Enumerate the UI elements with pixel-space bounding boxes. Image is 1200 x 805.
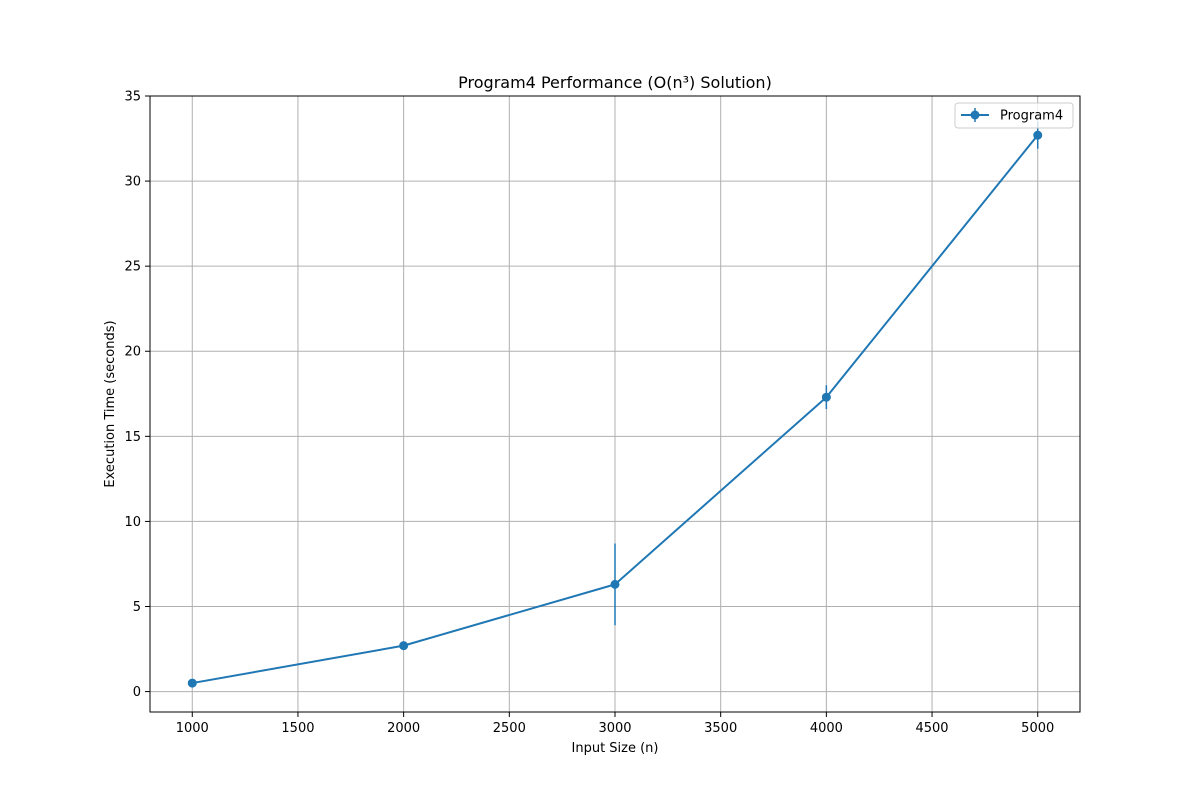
x-tick-label: 4000 — [810, 721, 843, 736]
x-tick-label: 1500 — [281, 721, 314, 736]
x-axis-label: Input Size (n) — [572, 741, 659, 756]
data-point — [187, 678, 197, 688]
legend-marker-sample — [970, 110, 980, 120]
y-axis-label: Execution Time (seconds) — [103, 320, 118, 487]
x-tick-label: 4500 — [915, 721, 948, 736]
y-tick-label: 15 — [124, 430, 141, 445]
ticks-layer: 1000 1500 2000 2500 3000 3500 4000 4500 5000 0 5 10… — [124, 90, 1054, 737]
chart-title: Program4 Performance (O(n³) Solution) — [458, 73, 772, 92]
y-tick-label: 35 — [124, 90, 141, 105]
y-tick-label: 10 — [124, 515, 141, 530]
legend-label: Program4 — [1000, 109, 1063, 124]
data-point — [821, 392, 831, 402]
x-tick-label: 3000 — [598, 721, 631, 736]
x-tick-label: 2000 — [387, 721, 420, 736]
y-tick-label: 5 — [133, 600, 141, 615]
y-tick-label: 25 — [124, 260, 141, 275]
y-tick-label: 20 — [124, 345, 141, 360]
data-point — [1033, 130, 1043, 140]
x-tick-label: 3500 — [704, 721, 737, 736]
legend-box — [954, 102, 1074, 129]
x-tick-label: 2500 — [493, 721, 526, 736]
y-tick-label: 30 — [124, 175, 141, 190]
x-tick-label: 1000 — [176, 721, 209, 736]
data-point — [399, 641, 409, 651]
y-tick-label: 0 — [133, 685, 141, 700]
x-tick-label: 5000 — [1021, 721, 1054, 736]
data-point — [610, 579, 620, 589]
legend: Program4 — [954, 102, 1074, 129]
